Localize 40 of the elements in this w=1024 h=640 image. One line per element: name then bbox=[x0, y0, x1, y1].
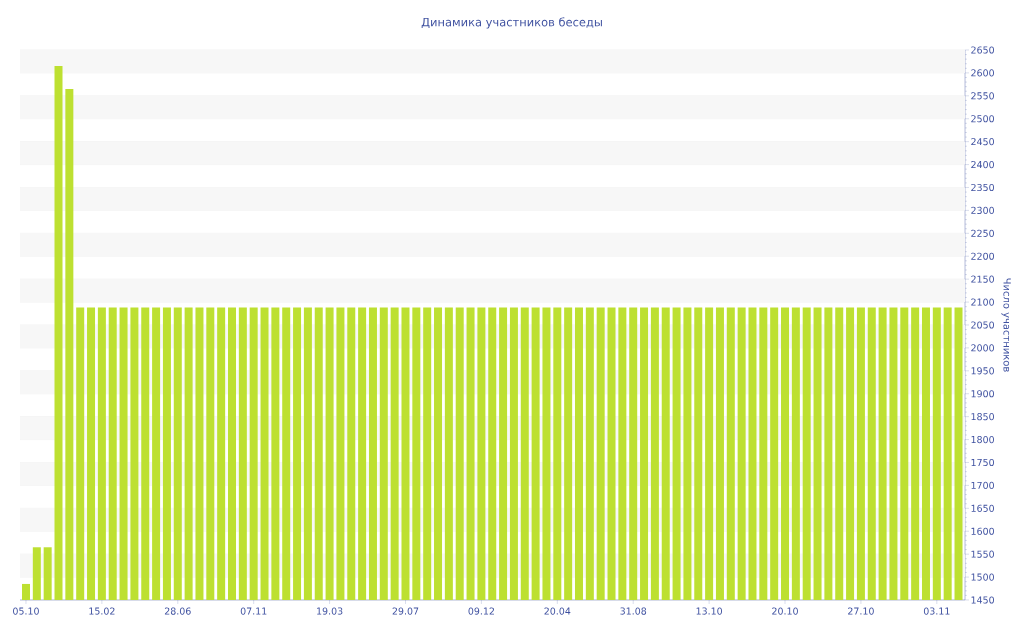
y-tick-label: 2350 bbox=[971, 183, 994, 192]
x-tick-label: 28.06 bbox=[164, 607, 191, 615]
chart-title: Динамика участников беседы bbox=[421, 17, 602, 29]
y-tick-label: 2450 bbox=[971, 138, 994, 146]
x-tick-label: 20.04 bbox=[544, 607, 571, 615]
y-tick-label: 1900 bbox=[971, 390, 994, 398]
y-tick-label: 2250 bbox=[971, 229, 994, 237]
y-tick-label: 2050 bbox=[971, 321, 994, 329]
y-tick-label: 1750 bbox=[971, 458, 994, 467]
y-tick-label: 1550 bbox=[971, 550, 994, 558]
y-tick-label: 1800 bbox=[971, 435, 994, 444]
y-tick-label: 1500 bbox=[971, 573, 994, 581]
x-tick-label: 13.10 bbox=[696, 607, 723, 615]
x-tick-label: 29.07 bbox=[392, 607, 419, 615]
x-tick-label: 09.12 bbox=[468, 607, 494, 615]
y-tick-label: 1600 bbox=[971, 527, 994, 535]
y-tick-label: 2100 bbox=[971, 298, 994, 306]
y-tick-label: 1700 bbox=[971, 481, 994, 489]
y-tick-label: 2650 bbox=[971, 46, 994, 54]
y-tick-label: 2600 bbox=[971, 69, 994, 77]
y-tick-label: 2500 bbox=[971, 115, 994, 123]
x-tick-label: 31.08 bbox=[620, 607, 647, 615]
y-tick-label: 2200 bbox=[971, 252, 994, 260]
y-tick-label: 2300 bbox=[971, 206, 994, 214]
y-tick-label: 2550 bbox=[971, 92, 994, 100]
y-tick-label: 1650 bbox=[971, 504, 994, 512]
y-tick-label: 2000 bbox=[971, 344, 994, 352]
y-tick-label: 2150 bbox=[971, 275, 994, 283]
y-tick-label: 2400 bbox=[971, 160, 994, 169]
y-tick-label: 1950 bbox=[971, 367, 994, 375]
x-tick-label: 15.02 bbox=[89, 607, 115, 615]
y-tick-label: 1850 bbox=[971, 413, 994, 421]
x-tick-label: 07.11 bbox=[240, 607, 267, 615]
y-axis-title: Число участников bbox=[1001, 278, 1011, 372]
x-tick-label: 03.11 bbox=[923, 607, 950, 615]
x-tick-label: 05.10 bbox=[13, 607, 39, 615]
x-tick-label: 27.10 bbox=[848, 607, 874, 615]
y-tick-label: 1450 bbox=[971, 596, 994, 604]
x-tick-label: 19.03 bbox=[317, 607, 343, 615]
x-tick-label: 20.10 bbox=[772, 607, 798, 615]
